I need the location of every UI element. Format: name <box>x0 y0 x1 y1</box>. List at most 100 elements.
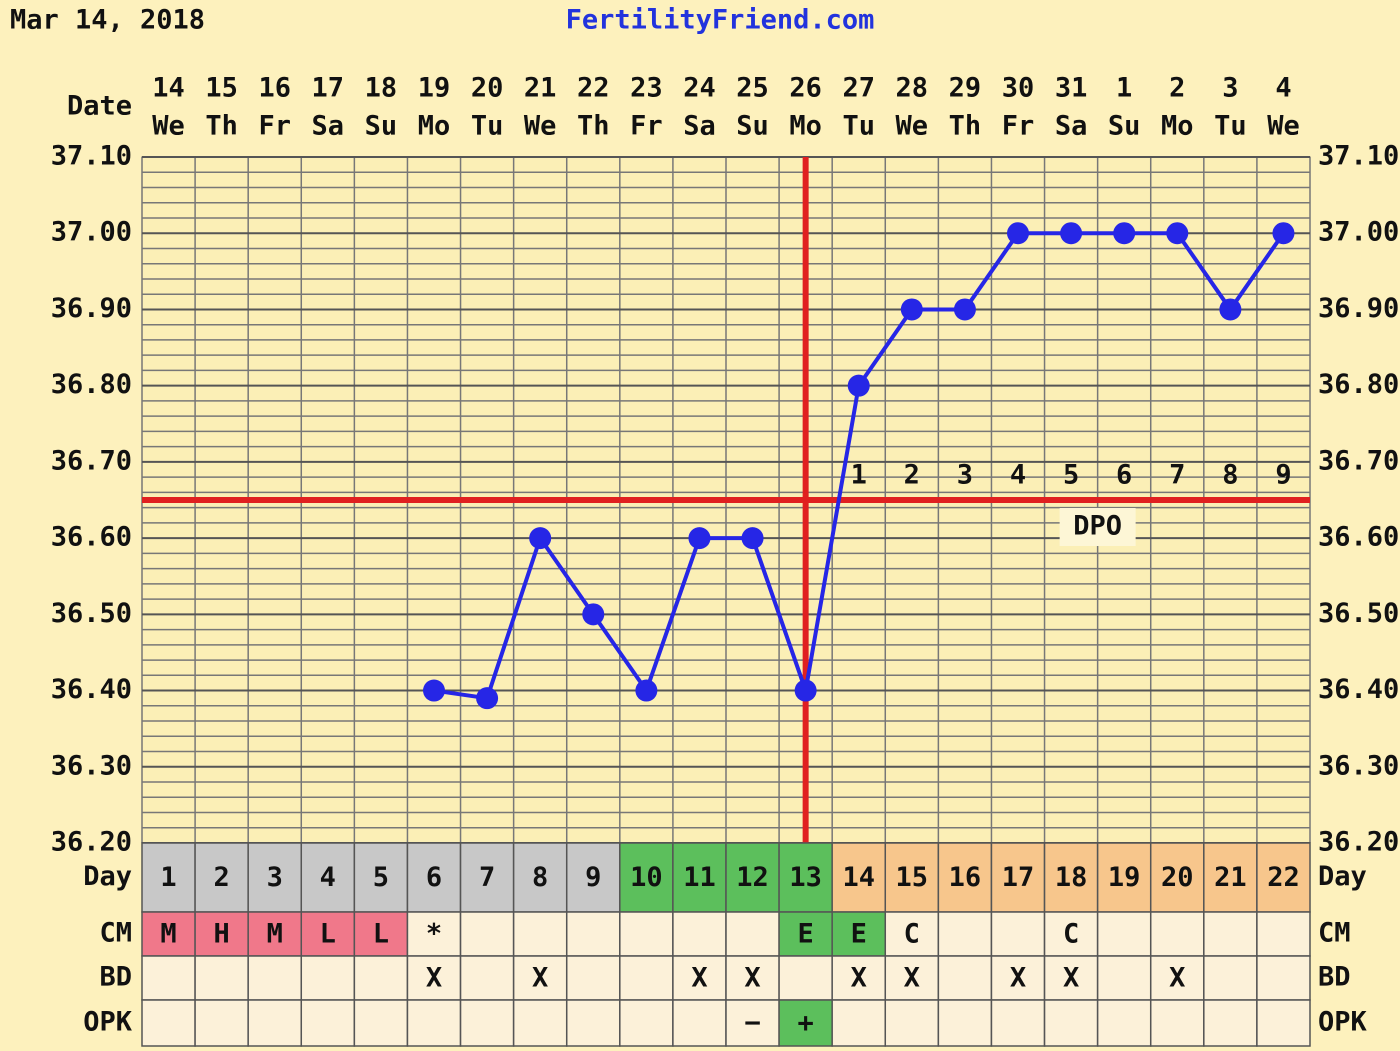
row-cell <box>565 911 621 957</box>
cell-text: 11 <box>683 862 716 893</box>
cell-text: H <box>214 919 230 950</box>
row-cell <box>406 911 462 957</box>
row-cell <box>512 911 568 957</box>
temperature-point <box>476 687 499 710</box>
row-label-right: Day <box>1318 861 1367 892</box>
temperature-point <box>1272 222 1295 245</box>
row-cell <box>990 999 1046 1047</box>
row-cell <box>1096 999 1152 1047</box>
row-cell <box>512 842 568 913</box>
temperature-point <box>1007 222 1029 245</box>
row-cell <box>247 842 303 913</box>
row-cell <box>1256 911 1311 957</box>
date-label: 20 <box>471 73 504 104</box>
row-cell <box>672 955 727 1001</box>
row-cell <box>1043 911 1099 957</box>
row-label: CM <box>99 918 132 949</box>
row-cell <box>1096 955 1152 1001</box>
date-label: 30 <box>1002 73 1035 104</box>
temperature-point <box>688 527 711 550</box>
cell-text: 14 <box>842 862 875 893</box>
row-cell <box>194 999 249 1047</box>
temperature-point <box>794 679 817 702</box>
row-cell <box>353 911 409 957</box>
date-label: 26 <box>789 73 822 104</box>
row-cell <box>300 955 356 1001</box>
row-cell <box>141 842 196 913</box>
site-name: FertilityFriend.com <box>566 5 875 36</box>
weekday-label: Su <box>365 111 398 142</box>
y-tick-label-right: 36.90 <box>1318 293 1399 324</box>
y-tick-label: 36.30 <box>51 750 132 781</box>
y-tick-label-right: 37.10 <box>1318 141 1399 172</box>
row-cell <box>459 911 515 957</box>
cell-text: 22 <box>1267 862 1300 893</box>
row-cell <box>778 955 833 1001</box>
row-cell <box>619 911 674 957</box>
row-cell <box>300 911 356 957</box>
cell-text: 6 <box>426 862 442 893</box>
cell-text: 5 <box>373 862 389 893</box>
row-label-right: OPK <box>1318 1007 1368 1038</box>
row-cell <box>141 911 196 957</box>
y-tick-label-right: 36.70 <box>1318 445 1399 476</box>
cell-text: 13 <box>789 862 822 893</box>
row-cell <box>1203 842 1258 913</box>
y-tick-label-right: 37.00 <box>1318 217 1399 248</box>
row-label-right: CM <box>1318 918 1351 949</box>
date-label: 15 <box>205 73 238 104</box>
weekday-label: Th <box>577 111 610 142</box>
row-cell <box>619 999 674 1047</box>
cell-text: C <box>1063 919 1079 950</box>
row-cell <box>1256 999 1311 1047</box>
dpo-number: 6 <box>1116 460 1132 491</box>
row-cell <box>1203 955 1258 1001</box>
row-cell <box>990 842 1046 913</box>
temperature-point <box>847 374 870 397</box>
y-tick-label: 36.90 <box>51 293 132 324</box>
row-cell <box>937 955 993 1001</box>
row-cell <box>725 999 780 1047</box>
row-cell <box>937 911 993 957</box>
weekday-label: Sa <box>683 111 716 142</box>
y-tick-label-right: 36.60 <box>1318 522 1399 553</box>
temperature-point <box>900 298 923 321</box>
date-label: 3 <box>1222 73 1238 104</box>
cell-text: 15 <box>896 862 929 893</box>
temperature-point <box>635 679 658 702</box>
date-label: 31 <box>1055 73 1088 104</box>
weekday-label: Fr <box>258 111 291 142</box>
cell-text: X <box>691 963 707 994</box>
dpo-number: 8 <box>1222 460 1238 491</box>
date-label: 4 <box>1275 73 1291 104</box>
temperature-point <box>1166 222 1189 245</box>
row-cell <box>831 999 887 1047</box>
date-label: 27 <box>842 73 875 104</box>
row-cell <box>512 955 568 1001</box>
date-label: 24 <box>683 73 716 104</box>
row-label-right: BD <box>1318 962 1351 993</box>
row-cell <box>565 955 621 1001</box>
cell-text: 2 <box>214 862 230 893</box>
weekday-label: Mo <box>418 111 451 142</box>
dpo-number: 7 <box>1169 460 1185 491</box>
row-cell <box>1256 955 1311 1001</box>
dpo-label-bg <box>1059 508 1136 546</box>
dpo-label: DPO <box>1073 511 1122 542</box>
row-cell <box>353 955 409 1001</box>
temperature-point <box>1113 222 1136 245</box>
row-cell <box>672 911 727 957</box>
cell-text: 19 <box>1108 862 1141 893</box>
dpo-number: 3 <box>957 460 973 491</box>
weekday-label: Sa <box>1055 111 1088 142</box>
cell-text: X <box>851 963 867 994</box>
temperature-point <box>953 298 976 321</box>
cell-text: X <box>426 963 442 994</box>
row-cell <box>459 999 515 1047</box>
temperature-point <box>1219 298 1242 321</box>
weekday-label: Su <box>736 111 769 142</box>
weekday-label: Fr <box>630 111 663 142</box>
row-cell <box>247 955 303 1001</box>
row-cell <box>1043 999 1099 1047</box>
